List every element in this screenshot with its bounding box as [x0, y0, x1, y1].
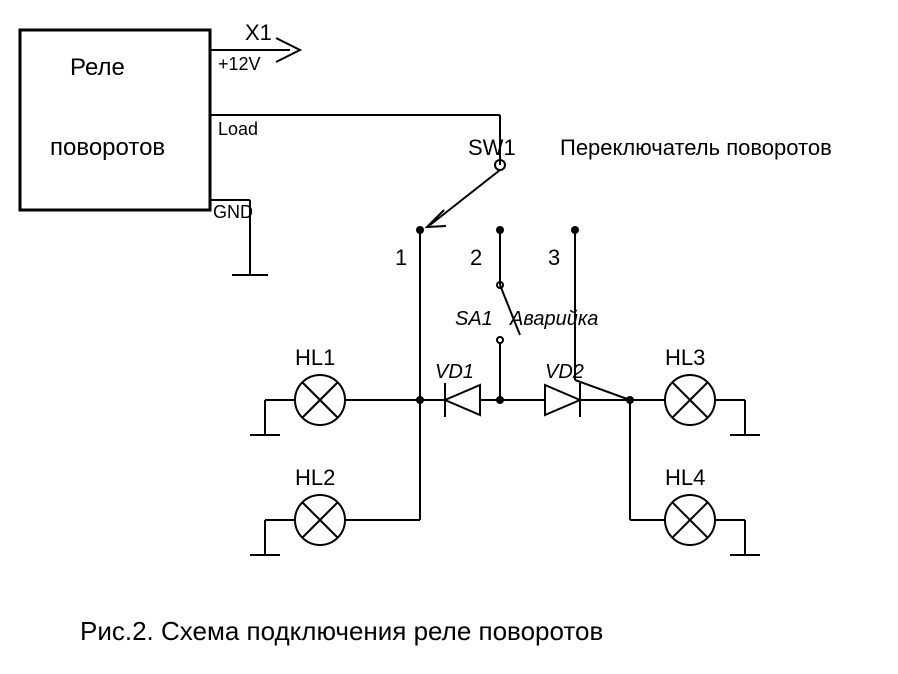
vd2-ref: VD2 — [545, 361, 584, 383]
sw1-pos2: 2 — [470, 245, 482, 270]
pin-gnd-label: GND — [213, 202, 253, 222]
circuit-diagram: Реле поворотов X1 +12V Load GND SW1 Пере… — [0, 0, 898, 674]
lamp-hl2 — [295, 495, 345, 545]
vd1-ref: VD1 — [435, 361, 474, 383]
pin-x1-label: X1 — [245, 20, 272, 45]
lamp-hl1 — [295, 375, 345, 425]
sa1-ref: SA1 — [455, 308, 493, 330]
pin-load-label: Load — [218, 119, 258, 139]
figure-caption: Рис.2. Схема подключения реле поворотов — [80, 616, 603, 646]
sw1-ref: SW1 — [468, 135, 516, 160]
lamp-hl4 — [665, 495, 715, 545]
sw1-pos1: 1 — [395, 245, 407, 270]
lamp-hl3 — [665, 375, 715, 425]
hl1-label: HL1 — [295, 345, 335, 370]
sw1-pos3: 3 — [548, 245, 560, 270]
sw1-label: Переключатель поворотов — [560, 135, 832, 160]
hl2-label: HL2 — [295, 465, 335, 490]
sa1-label: Аварийка — [509, 308, 598, 330]
hl4-label: HL4 — [665, 465, 705, 490]
pin-x1-voltage: +12V — [218, 54, 261, 74]
relay-text-2: поворотов — [50, 134, 165, 161]
relay-text-1: Реле — [70, 54, 125, 81]
hl3-label: HL3 — [665, 345, 705, 370]
